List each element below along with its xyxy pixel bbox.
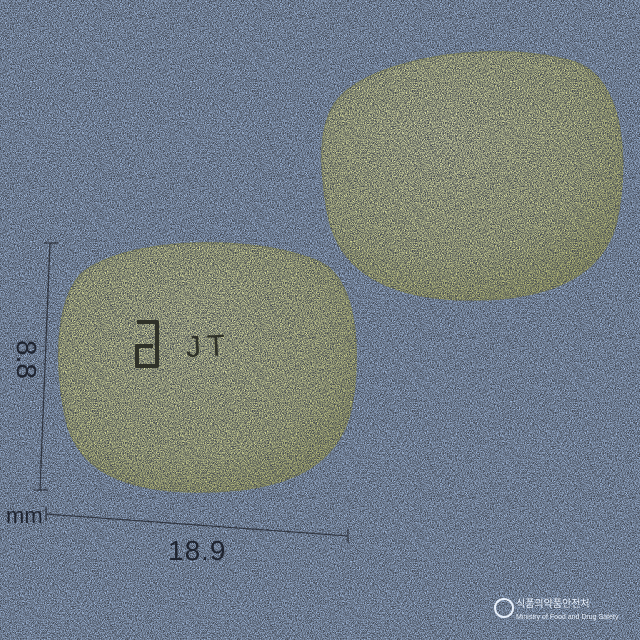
pill-imprint-text: JT bbox=[185, 328, 233, 365]
agency-emblem-icon bbox=[494, 598, 514, 618]
watermark-main-text: 식품의약품안전처 bbox=[516, 599, 590, 610]
width-measurement-label: 18.9 bbox=[168, 535, 227, 566]
agency-watermark: 식품의약품안전처 Ministry of Food and Drug Safet… bbox=[490, 592, 640, 636]
abbott-logo-icon bbox=[135, 320, 159, 368]
height-measurement-label: 8.8 bbox=[11, 340, 42, 379]
watermark-sub-text: Ministry of Food and Drug Safety bbox=[516, 614, 619, 621]
unit-label: mm bbox=[6, 503, 43, 528]
